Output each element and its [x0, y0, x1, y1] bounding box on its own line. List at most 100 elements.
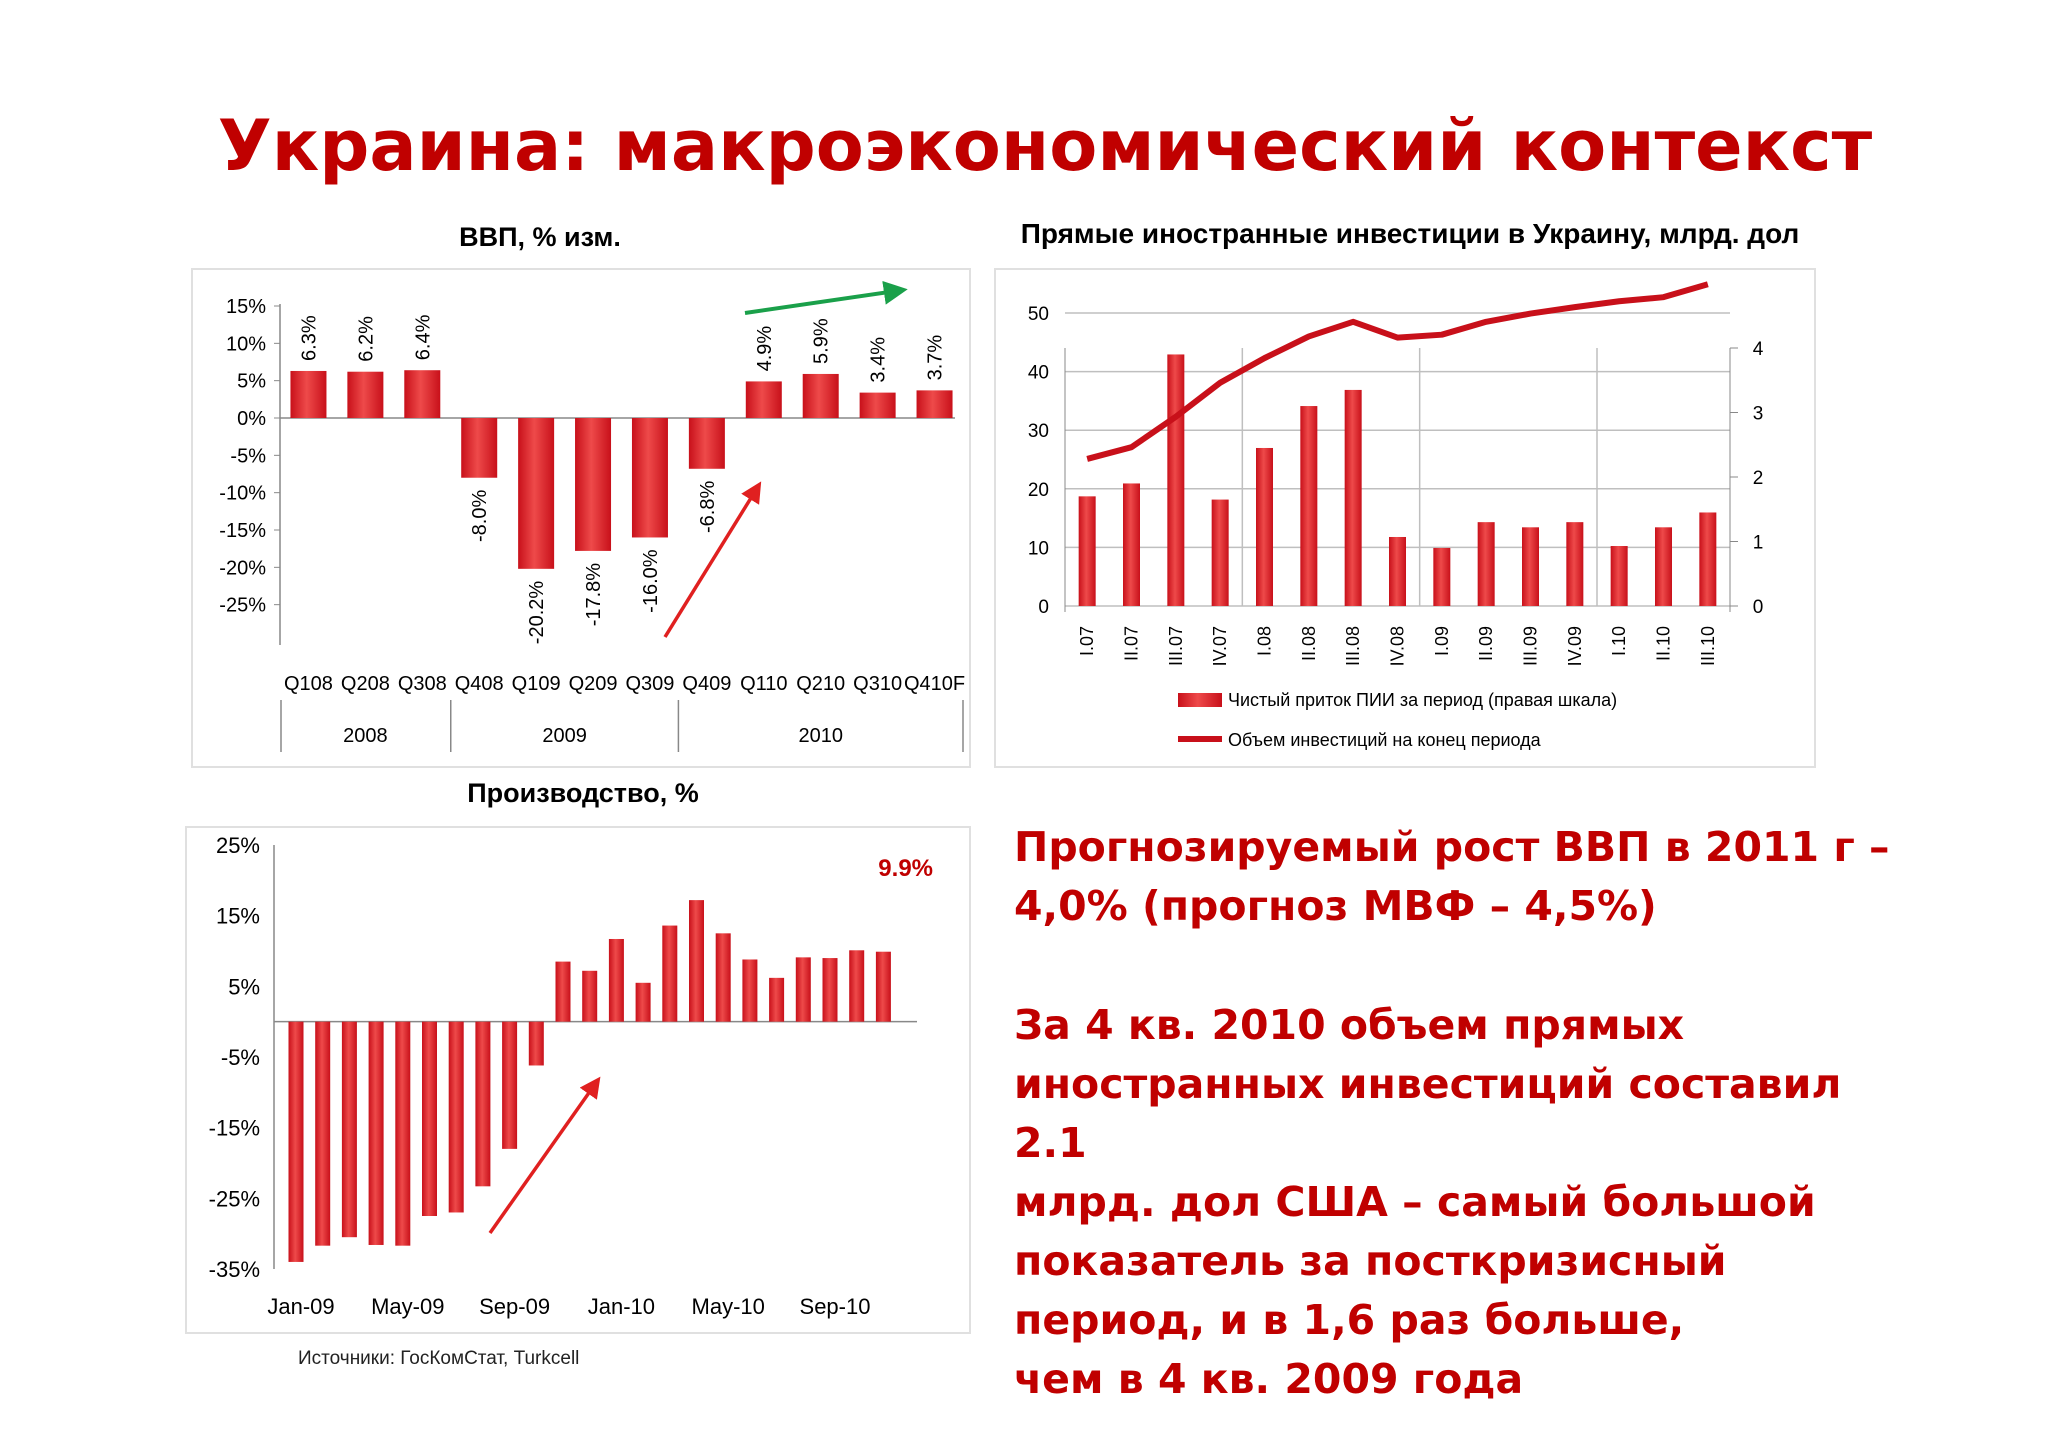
- series-line: [1086, 281, 1709, 462]
- bar: [608, 938, 624, 1022]
- bar: [1078, 496, 1096, 606]
- legend-line-label: Объем инвестиций на конец периода: [1228, 730, 1542, 750]
- group-label: 2010: [798, 725, 843, 747]
- bar: [689, 900, 704, 1022]
- bar: [769, 977, 785, 1022]
- bar: [745, 381, 782, 418]
- x-tick-label: III.07: [1166, 626, 1186, 666]
- y-tick-label: -25%: [219, 595, 266, 617]
- bar: [1389, 536, 1406, 606]
- data-label: -16.0%: [640, 549, 662, 613]
- x-tick-label: Jan-10: [588, 1294, 655, 1319]
- x-tick-label: III.10: [1698, 626, 1718, 666]
- y-tick-label: 0%: [237, 408, 266, 430]
- y-tick-label-right: 1: [1753, 533, 1764, 554]
- x-tick-label: Q210: [796, 673, 845, 695]
- bar: [1256, 447, 1273, 606]
- fdi-summary-text: За 4 кв. 2010 объем прямых иностранных и…: [1014, 996, 1914, 1409]
- bar: [662, 925, 678, 1022]
- y-tick-label: 15%: [216, 904, 260, 929]
- data-label: -17.8%: [583, 563, 605, 627]
- fdi-summary-line: показатель за посткризисный: [1014, 1237, 1727, 1285]
- bar: [1344, 389, 1362, 606]
- trend-arrow-up-red: [488, 1076, 601, 1235]
- fdi-chart: 0 10 20 30 40 50 0 1 2 3 4 I.07 II.07 III.07 IV.07 I.08…: [1028, 281, 1764, 750]
- x-tick-label: Q209: [569, 673, 618, 695]
- bar: [502, 1021, 518, 1149]
- y-tick-label: -35%: [209, 1257, 260, 1282]
- x-tick-label: Q109: [512, 673, 561, 695]
- data-label: -8.0%: [469, 490, 491, 542]
- y-tick-label: 25%: [216, 833, 260, 858]
- fdi-chart-panel: 0 10 20 30 40 50 0 1 2 3 4 I.07 II.07 III.07 IV.07 I.08…: [994, 268, 1816, 768]
- x-tick-label: Q308: [398, 673, 447, 695]
- y-tick-label-left: 10: [1028, 538, 1049, 559]
- bar: [475, 1021, 491, 1187]
- data-label: 6.4%: [412, 314, 434, 360]
- production-chart-panel: 25% 15% 5% -5% -15% -25% -35% Jan-09 May-09 Sep-0…: [185, 826, 971, 1334]
- bar: [742, 959, 758, 1022]
- y-tick-label-left: 50: [1028, 304, 1049, 325]
- fdi-summary-line: За 4 кв. 2010 объем прямых: [1014, 1001, 1685, 1049]
- summary-text: Прогнозируемый рост ВВП в 2011 г – 4,0% …: [1014, 818, 1914, 1409]
- bar: [802, 373, 839, 418]
- bar: [395, 1021, 411, 1246]
- data-label: 3.7%: [925, 335, 947, 381]
- x-tick-label: Q208: [341, 673, 390, 695]
- bar: [1477, 522, 1495, 606]
- y-tick-label: -10%: [219, 483, 266, 505]
- y-tick-label: -20%: [219, 557, 266, 579]
- bar: [461, 418, 498, 478]
- bar: [916, 390, 953, 418]
- gdp-chart-title: ВВП, % изм.: [459, 222, 621, 252]
- x-tick-label: Jan-09: [267, 1294, 334, 1319]
- bar: [1522, 527, 1539, 606]
- x-tick-label: IV.09: [1565, 626, 1585, 666]
- bar: [448, 1021, 464, 1213]
- bar: [288, 1021, 304, 1262]
- x-tick-label: I.09: [1432, 626, 1452, 656]
- bar: [715, 933, 731, 1022]
- y-tick-label: -15%: [209, 1116, 260, 1141]
- y-tick-label-left: 40: [1028, 363, 1049, 384]
- bar: [1566, 522, 1584, 606]
- fdi-summary-line: млрд. дол США – самый большой: [1014, 1178, 1816, 1226]
- bar: [1211, 499, 1229, 606]
- x-tick-label: Sep-09: [479, 1294, 550, 1319]
- fdi-summary-line: иностранных инвестиций составил 2.1: [1014, 1060, 1842, 1167]
- bar: [404, 370, 441, 418]
- gdp-forecast-text: Прогнозируемый рост ВВП в 2011 г – 4,0% …: [1014, 823, 1890, 930]
- y-tick-label-right: 2: [1753, 468, 1764, 489]
- fdi-chart-title: Прямые иностранные инвестиции в Украину,…: [1020, 218, 1800, 249]
- bar: [1610, 546, 1628, 606]
- x-tick-label: Q410F: [904, 673, 965, 695]
- y-tick-label-left: 20: [1028, 480, 1049, 501]
- y-tick-label-right: 0: [1753, 597, 1764, 618]
- data-label: 3.4%: [868, 337, 890, 383]
- data-label: 4.9%: [754, 326, 776, 372]
- data-label: -6.8%: [697, 481, 719, 533]
- y-tick-label: 15%: [226, 296, 266, 318]
- gdp-chart-panel: 15% 10% 5% 0% -5% -10% -15% -20% -25% 6.3% Q108 6.2…: [191, 268, 971, 768]
- bar: [422, 1021, 437, 1216]
- y-tick-label: -5%: [230, 445, 266, 467]
- legend-bar-swatch: [1178, 693, 1222, 707]
- trend-arrow-up-red: [663, 481, 762, 638]
- x-tick-label: II.07: [1122, 626, 1142, 661]
- fdi-summary-line: период, и в 1,6 раз больше,: [1014, 1296, 1685, 1344]
- bar: [368, 1021, 384, 1245]
- data-label: 6.3%: [298, 315, 320, 361]
- bar: [1655, 527, 1672, 606]
- x-tick-label: II.09: [1476, 626, 1496, 661]
- x-tick-label: May-09: [371, 1294, 444, 1319]
- production-chart: 25% 15% 5% -5% -15% -25% -35% Jan-09 May-09 Sep-0…: [209, 833, 933, 1319]
- x-tick-label: Q309: [625, 673, 674, 695]
- data-label: 6.2%: [355, 316, 377, 362]
- bar: [518, 418, 555, 569]
- x-tick-label: Q408: [455, 673, 504, 695]
- x-tick-label: Q110: [740, 673, 787, 695]
- bar: [347, 371, 384, 418]
- y-tick-label: -25%: [209, 1186, 260, 1211]
- bar: [859, 392, 896, 418]
- bar: [631, 418, 668, 538]
